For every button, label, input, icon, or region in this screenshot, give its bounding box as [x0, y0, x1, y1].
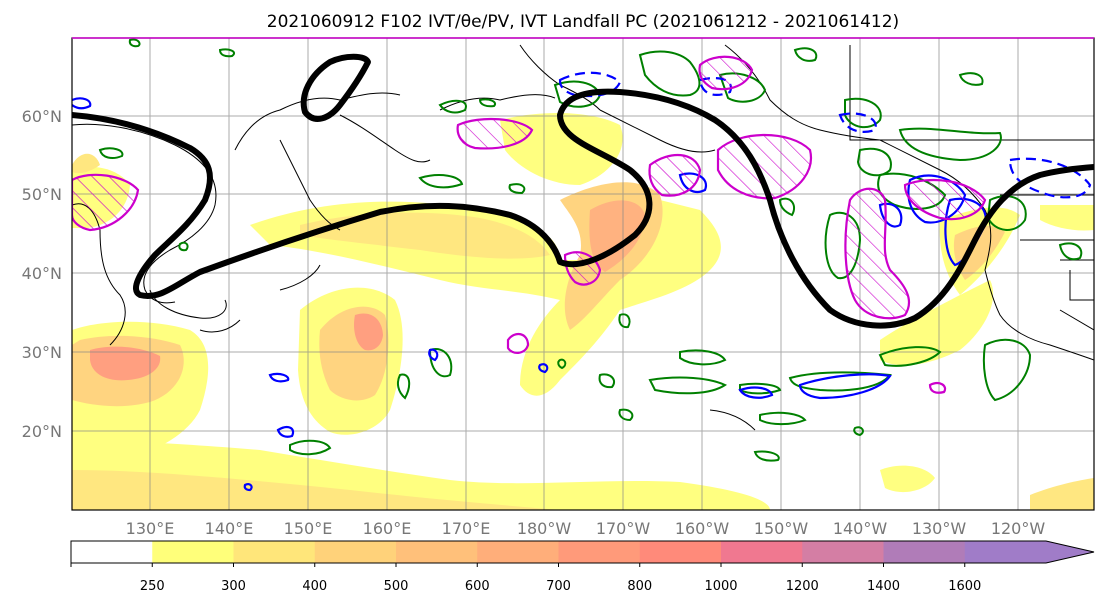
colorbar-tick-label: 250 [140, 579, 165, 594]
colorbar-swatch [558, 541, 641, 563]
colorbar-swatch [396, 541, 478, 563]
lon-label: 130°W [912, 519, 967, 538]
lat-label: 30°N [22, 343, 62, 362]
colorbar-swatch [802, 541, 884, 563]
lon-label: 140°E [205, 519, 254, 538]
colorbar-swatch [639, 541, 722, 563]
colorbar-swatch [233, 541, 316, 563]
map-panel [72, 38, 1094, 510]
colorbar-tick-label: 1400 [867, 579, 900, 594]
lon-label: 160°E [363, 519, 412, 538]
colorbar-swatch [883, 541, 966, 563]
gridlines [72, 38, 1094, 510]
colorbar-tick-label: 1000 [704, 579, 737, 594]
lon-label: 150°E [284, 519, 333, 538]
colorbar-tick-label: 1200 [786, 579, 819, 594]
colorbar-tick-label: 600 [465, 579, 490, 594]
colorbar-swatch [721, 541, 803, 563]
longitude-labels: 130°E 140°E 150°E 160°E 170°E 180°W 170°… [126, 519, 1046, 538]
lat-label: 50°N [22, 185, 62, 204]
colorbar-tick-label: 800 [627, 579, 652, 594]
colorbar-tick-label: 1600 [948, 579, 981, 594]
colorbar-swatch [152, 541, 234, 563]
colorbar-swatch [314, 541, 397, 563]
latitude-labels: 60°N 50°N 40°N 30°N 20°N [22, 107, 62, 441]
lat-label: 60°N [22, 107, 62, 126]
lon-label: 170°W [596, 519, 651, 538]
colorbar-swatch [71, 541, 153, 563]
lat-label: 40°N [22, 264, 62, 283]
colorbar-tick-label: 300 [221, 579, 246, 594]
lon-label: 140°W [833, 519, 888, 538]
landfall-pc-regions [72, 55, 987, 394]
lat-label: 20°N [22, 422, 62, 441]
lon-label: 150°W [754, 519, 809, 538]
height-contour [72, 53, 1094, 329]
colorbar-tick-label: 700 [546, 579, 571, 594]
lon-label: 130°E [126, 519, 175, 538]
colorbar-swatch [964, 541, 1094, 563]
map-title: 2021060912 F102 IVT/θe/PV, IVT Landfall … [267, 12, 899, 32]
lon-label: 180°W [517, 519, 572, 538]
colorbar: 250 300 400 500 600 700 800 1000 1200 1400 1600 [70, 540, 1095, 594]
lon-label: 170°E [442, 519, 491, 538]
theta-e-contours [98, 38, 1083, 462]
colorbar-tick-label: 500 [384, 579, 409, 594]
colorbar-swatch [477, 541, 559, 563]
lon-label: 160°W [675, 519, 730, 538]
lon-label: 120°W [991, 519, 1046, 538]
colorbar-tick-label: 400 [302, 579, 327, 594]
